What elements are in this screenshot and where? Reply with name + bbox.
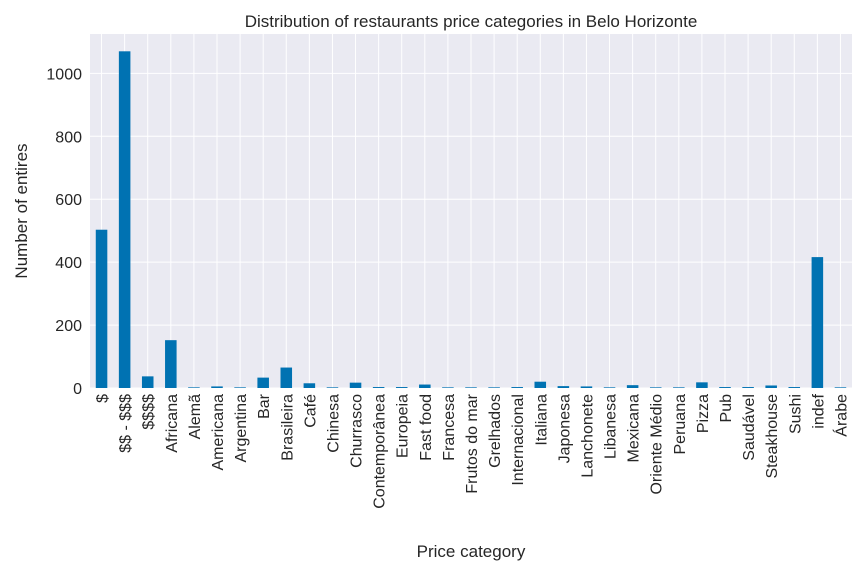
x-tick-label: Alemã (187, 394, 204, 439)
x-tick-label: Grelhados (487, 394, 504, 468)
bar (811, 257, 824, 388)
x-tick-label: Internacional (510, 394, 527, 486)
x-axis-label: Price category (417, 542, 526, 561)
bar (141, 376, 154, 388)
x-tick-label: Pizza (695, 394, 712, 433)
x-tick-label: Fast food (418, 394, 435, 461)
bar (557, 386, 570, 388)
x-tick-label: Oriente Médio (649, 394, 666, 495)
bar (211, 386, 223, 388)
bar (465, 387, 477, 388)
bar (257, 377, 269, 388)
bar (280, 367, 293, 388)
bar (303, 383, 316, 388)
bar (395, 387, 408, 388)
x-tick-label: Japonesa (556, 394, 573, 463)
x-tick-label: Frutos do mar (464, 393, 481, 493)
bar (742, 387, 754, 388)
x-tick-label: Sushi (787, 394, 804, 434)
y-tick-label: 0 (73, 381, 82, 398)
bar (580, 386, 593, 388)
y-tick-label: 800 (55, 129, 82, 146)
bar (95, 229, 108, 388)
x-tick-label: Árabe (831, 394, 850, 437)
bar (511, 387, 523, 388)
x-tick-label: $$$$ (141, 394, 158, 430)
bar (534, 381, 547, 388)
bar (696, 382, 708, 388)
x-tick-label: $$ - $$$ (118, 394, 135, 453)
bar (442, 387, 454, 388)
bar (603, 387, 616, 388)
x-tick-label: Churrasco (349, 394, 366, 468)
bar (372, 387, 385, 388)
bars (95, 51, 847, 388)
bar (649, 387, 662, 388)
bar (188, 387, 200, 388)
bar (326, 387, 339, 388)
x-tick-label: Contemporânea (372, 394, 389, 509)
x-tick-label: Café (302, 394, 319, 428)
x-tick-label: Lanchonete (579, 394, 596, 478)
bar (834, 387, 847, 388)
bar (165, 340, 177, 388)
bar (719, 387, 731, 388)
y-axis-label: Number of entires (12, 143, 31, 278)
y-tick-label: 600 (55, 192, 82, 209)
x-tick-label: Brasileira (279, 394, 296, 461)
bar (626, 385, 639, 388)
x-tick-label: Bar (256, 393, 273, 419)
x-tick-label: Peruana (672, 394, 689, 455)
grid-lines (90, 34, 852, 389)
y-tick-label: 1000 (46, 66, 82, 83)
x-tick-label: Argentina (233, 394, 250, 463)
bar (488, 387, 500, 388)
x-tick-label: Chinesa (325, 394, 342, 453)
x-tick-label: Africana (164, 394, 181, 453)
x-tick-label: Steakhouse (764, 394, 781, 479)
chart-title: Distribution of restaurants price catego… (245, 12, 698, 31)
x-tick-labels: $ $$ - $$$ $$$$ Africana Alemã Americana Argen… (95, 393, 851, 508)
bar (673, 387, 685, 388)
x-tick-label: Pub (718, 394, 735, 423)
bar (765, 385, 777, 388)
x-tick-label: Mexicana (626, 394, 643, 463)
y-tick-label: 200 (55, 318, 82, 335)
x-tick-label: Italiana (533, 394, 550, 446)
x-tick-label: Francesa (441, 394, 458, 461)
bar (419, 384, 431, 388)
bar (349, 382, 362, 388)
x-tick-label: $ (95, 394, 112, 403)
x-tick-label: Europeia (395, 394, 412, 458)
bar (788, 387, 801, 388)
y-tick-label: 400 (55, 255, 82, 272)
x-tick-label: Libanesa (603, 394, 620, 459)
x-tick-label: indef (810, 393, 827, 428)
y-tick-labels: 0 200 400 600 800 1000 (46, 66, 82, 398)
x-tick-label: Americana (210, 394, 227, 471)
bar (234, 387, 246, 388)
bar (118, 51, 131, 388)
x-tick-label: Saudável (741, 394, 758, 461)
